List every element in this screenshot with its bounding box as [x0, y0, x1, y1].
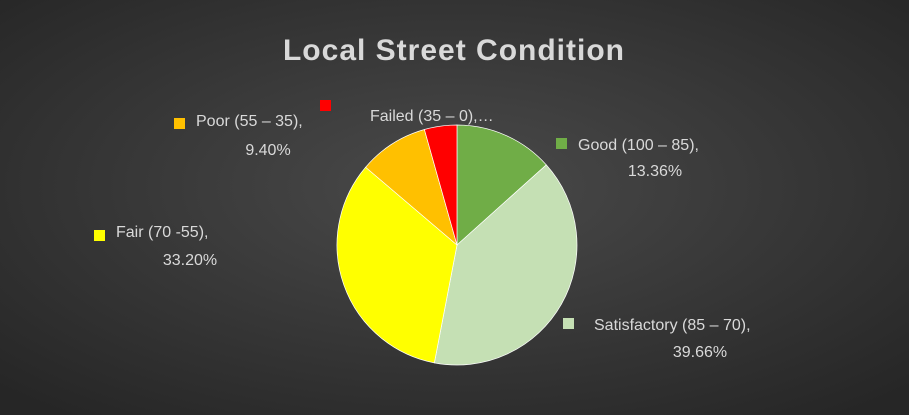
data-label-category: Satisfactory (85 – 70),: [594, 317, 751, 334]
data-label-value: 33.20%: [163, 252, 217, 269]
data-label-value: 9.40%: [245, 142, 290, 159]
data-label-category: Failed (35 – 0),…: [370, 108, 494, 125]
label-marker: [174, 118, 185, 129]
chart-title: Local Street Condition: [283, 34, 625, 67]
label-marker: [556, 138, 567, 149]
pie-slice: [423, 124, 458, 246]
label-marker: [563, 318, 574, 329]
label-marker: [94, 230, 105, 241]
pie-slice: [336, 166, 458, 364]
label-marker: [320, 100, 331, 111]
pie-slice: [456, 124, 547, 246]
pie-slice: [433, 164, 578, 366]
data-label-category: Poor (55 – 35),: [196, 113, 303, 130]
data-label-value: 39.66%: [673, 344, 727, 361]
data-label-value: 13.36%: [628, 163, 682, 180]
data-label-category: Fair (70 -55),: [116, 224, 208, 241]
data-label-category: Good (100 – 85),: [578, 137, 699, 154]
